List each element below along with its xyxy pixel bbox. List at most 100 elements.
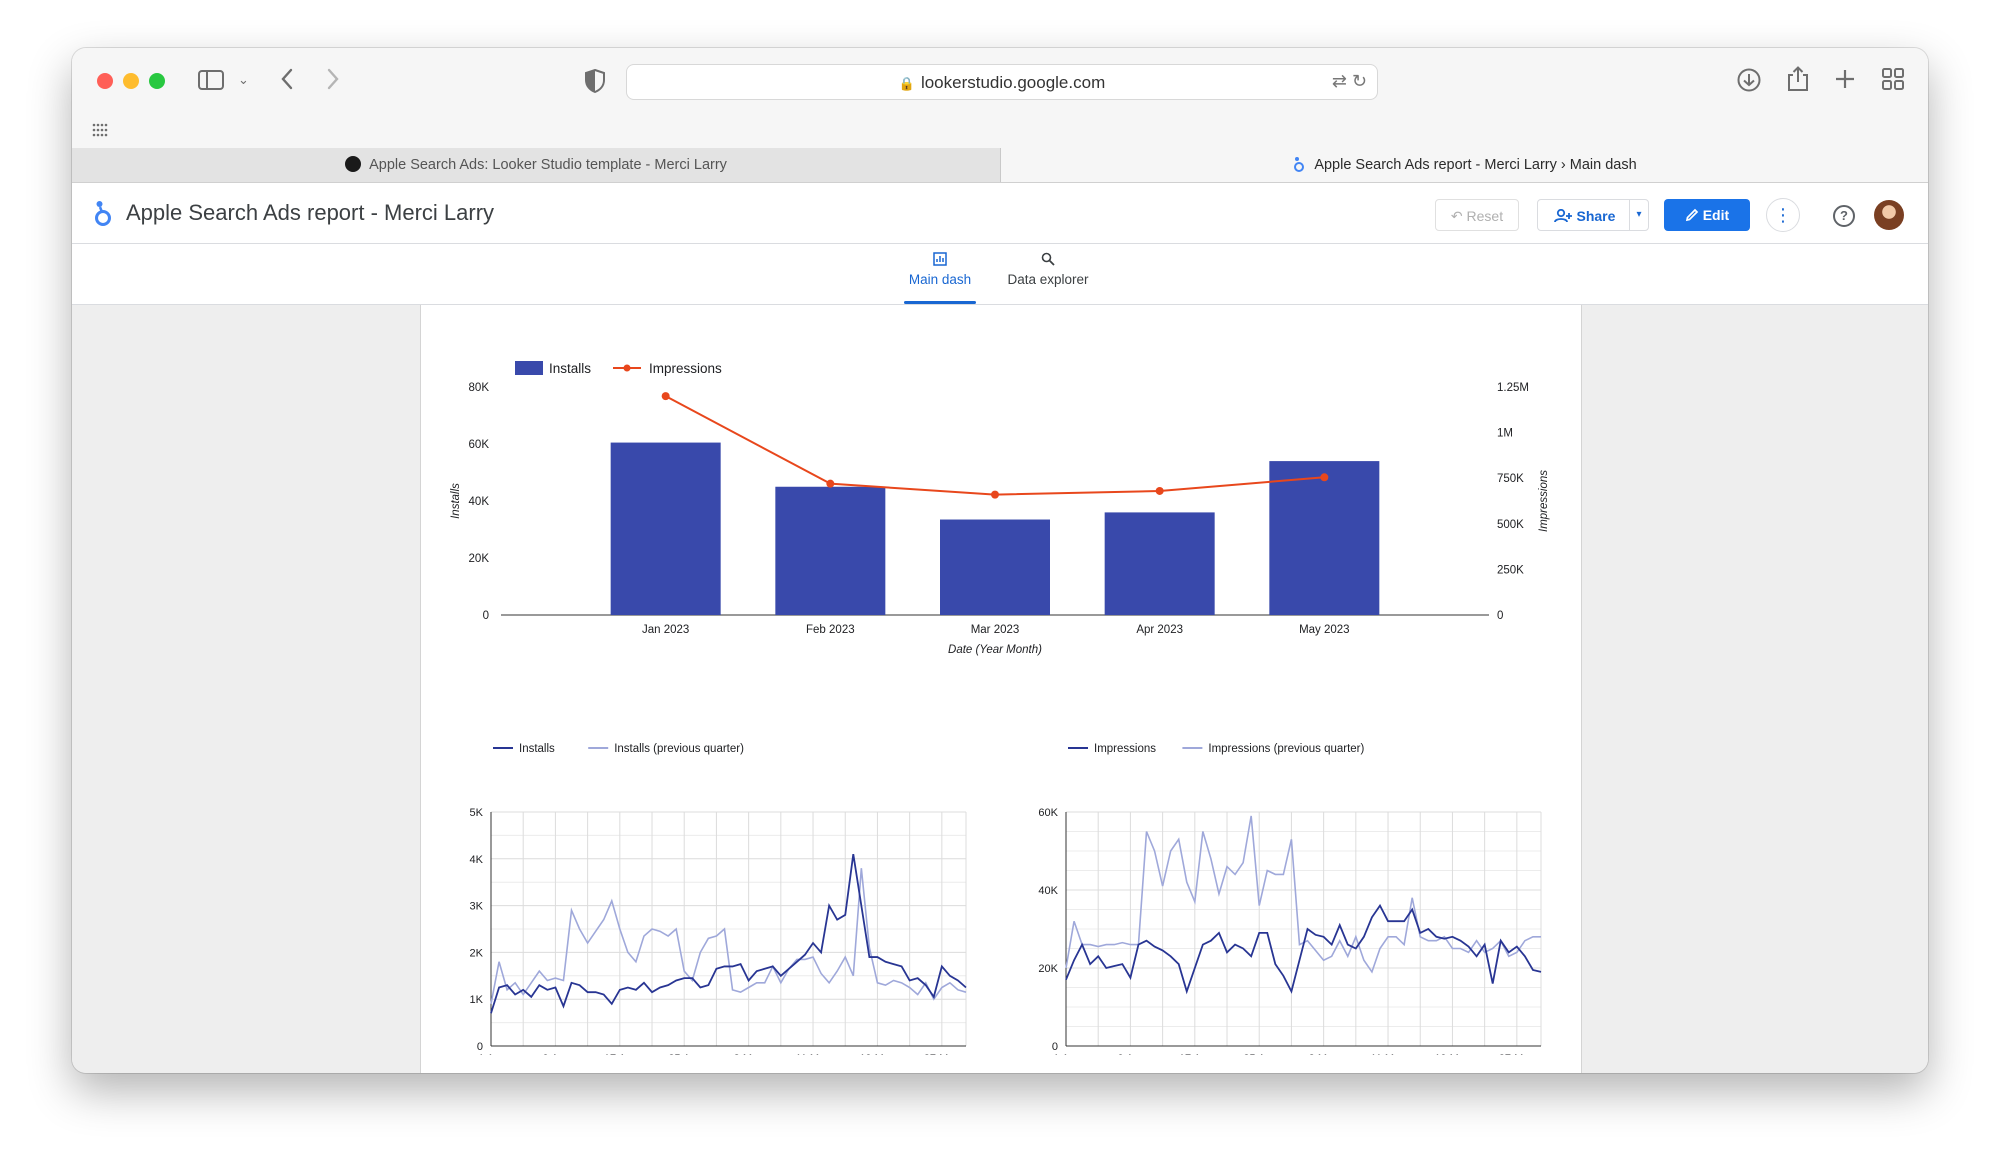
tab-main-dash[interactable]: Main dash <box>902 252 978 304</box>
y2-tick-label: 0 <box>1497 610 1503 622</box>
previous-quarter-series-line <box>490 868 967 1005</box>
legend-impressions-label: Impressions <box>649 361 722 376</box>
lock-icon: 🔒 <box>898 76 915 91</box>
y-tick-label: 4K <box>470 854 484 866</box>
y-tick-label: 40K <box>469 496 490 508</box>
x-tick-label: 11 May <box>1370 1053 1406 1055</box>
search-icon <box>1000 252 1096 272</box>
looker-studio-favicon-icon <box>1294 157 1305 172</box>
pencil-icon <box>1685 207 1703 223</box>
share-button[interactable]: Share ▾ <box>1537 199 1649 231</box>
legend-installs-label: Installs <box>549 361 591 376</box>
app-header: Apple Search Ads report - Merci Larry ↶ … <box>72 183 1928 244</box>
tab-overview-icon[interactable] <box>1882 68 1904 95</box>
undo-icon: ↶ <box>1450 208 1467 224</box>
apps-grid-icon[interactable] <box>92 118 108 142</box>
y2-tick-label: 750K <box>1497 473 1524 485</box>
browser-toolbar: ⌄ 🔒 lookerstudio.google.com ⇄ ↻ <box>72 48 1928 148</box>
y-tick-label: 5K <box>470 807 484 819</box>
y-tick-label: 20K <box>469 553 490 565</box>
y-tick-label: 20K <box>1038 963 1058 975</box>
installs-bar <box>610 442 721 615</box>
template-favicon-icon <box>345 156 362 172</box>
impressions-point <box>991 490 999 499</box>
y-axis-title: Installs <box>450 483 462 519</box>
report-title[interactable]: Apple Search Ads report - Merci Larry <box>126 200 495 225</box>
installs-bar <box>1104 512 1215 615</box>
x-tick-label: 27 May <box>924 1053 961 1055</box>
tab-data-explorer[interactable]: Data explorer <box>1000 252 1096 304</box>
x-tick-label: 17 Apr <box>604 1053 636 1055</box>
y-tick-label: 80K <box>469 382 490 394</box>
x-tick-label: Apr 2023 <box>1136 624 1183 636</box>
edit-label: Edit <box>1702 207 1730 223</box>
x-tick-label: 1 Apr <box>1053 1053 1079 1055</box>
looker-studio-logo-icon <box>95 201 111 226</box>
installs-timeseries-chart[interactable]: Installs Installs (previous quarter) 0 1K 2K… <box>421 705 981 1055</box>
installs-bar <box>775 486 886 615</box>
translate-reload-icons[interactable]: ⇄ ↻ <box>1331 71 1367 91</box>
impressions-timeseries-chart[interactable]: Impressions Impressions (previous quarter… <box>996 705 1556 1055</box>
impressions-point <box>1155 486 1164 495</box>
legend-current-label: Impressions <box>1094 743 1156 755</box>
impressions-line <box>665 395 1325 496</box>
impressions-point <box>826 479 835 488</box>
y-tick-label: 60K <box>469 439 490 451</box>
x-tick-label: 3 May <box>1309 1053 1339 1055</box>
x-tick-label: Mar 2023 <box>971 624 1020 636</box>
tab-data-explorer-label: Data explorer <box>1007 272 1089 287</box>
forward-arrow-icon[interactable] <box>326 68 340 95</box>
zoom-window-button[interactable] <box>149 73 165 89</box>
installs-bar <box>1269 461 1380 615</box>
minimize-window-button[interactable] <box>123 73 139 89</box>
current-series-line <box>490 853 967 1014</box>
combo-chart[interactable]: Installs Impressions 0 20K 40K 60K 80K 0 250K 500… <box>421 305 1581 685</box>
y2-tick-label: 250K <box>1497 564 1524 576</box>
y-tick-label: 0 <box>477 1041 483 1053</box>
x-tick-label: 3 May <box>734 1053 764 1055</box>
share-label: Share <box>1576 208 1616 224</box>
more-options-icon[interactable]: ⋮ <box>1766 198 1800 232</box>
chevron-down-icon[interactable]: ⌄ <box>238 72 249 87</box>
legend-previous-label: Impressions (previous quarter) <box>1208 743 1364 755</box>
share-icon[interactable] <box>1787 66 1809 97</box>
back-arrow-icon[interactable] <box>280 68 294 95</box>
y2-tick-label: 1.25M <box>1497 382 1529 394</box>
edit-button[interactable]: Edit <box>1664 199 1750 231</box>
privacy-shield-icon[interactable] <box>585 68 605 98</box>
x-tick-label: 19 May <box>1434 1053 1471 1055</box>
tab-report[interactable]: Apple Search Ads report - Merci Larry › … <box>1001 148 1928 182</box>
url-text: lookerstudio.google.com <box>920 73 1106 92</box>
address-bar[interactable]: 🔒 lookerstudio.google.com ⇄ ↻ <box>626 64 1378 100</box>
bar-chart-icon <box>902 252 978 272</box>
tab-bar: Apple Search Ads: Looker Studio template… <box>72 148 1928 183</box>
new-tab-plus-icon[interactable] <box>1834 68 1856 95</box>
help-icon[interactable]: ? <box>1833 205 1855 227</box>
x-tick-label: 1 Apr <box>478 1053 504 1055</box>
download-icon[interactable] <box>1737 68 1761 97</box>
share-dropdown-caret-icon[interactable]: ▾ <box>1629 200 1648 230</box>
x-tick-label: 25 Apr <box>1243 1053 1275 1055</box>
page-navigation: Main dash Data explorer <box>72 244 1928 305</box>
y-tick-label: 0 <box>483 610 489 622</box>
y2-tick-label: 500K <box>1497 519 1524 531</box>
x-tick-label: 9 Apr <box>1118 1053 1144 1055</box>
avatar[interactable] <box>1874 200 1904 230</box>
x-tick-label: 27 May <box>1499 1053 1536 1055</box>
current-series-line <box>1065 903 1542 995</box>
tab-template[interactable]: Apple Search Ads: Looker Studio template… <box>72 148 1001 182</box>
x-tick-label: 9 Apr <box>543 1053 569 1055</box>
browser-window: ⌄ 🔒 lookerstudio.google.com ⇄ ↻ <box>72 48 1928 1073</box>
tab-main-dash-label: Main dash <box>908 272 972 287</box>
y-tick-label: 3K <box>470 901 484 913</box>
reset-label: Reset <box>1466 208 1504 224</box>
y-tick-label: 60K <box>1038 807 1058 819</box>
y-tick-label: 0 <box>1052 1041 1058 1053</box>
y-tick-label: 2K <box>470 947 484 959</box>
active-tab-indicator <box>904 301 976 304</box>
legend-installs-swatch <box>515 361 543 375</box>
reset-button[interactable]: ↶ Reset <box>1435 199 1519 231</box>
sidebar-toggle-icon[interactable] <box>198 70 224 95</box>
x-axis-title: Date (Year Month) <box>948 644 1042 656</box>
close-window-button[interactable] <box>97 73 113 89</box>
